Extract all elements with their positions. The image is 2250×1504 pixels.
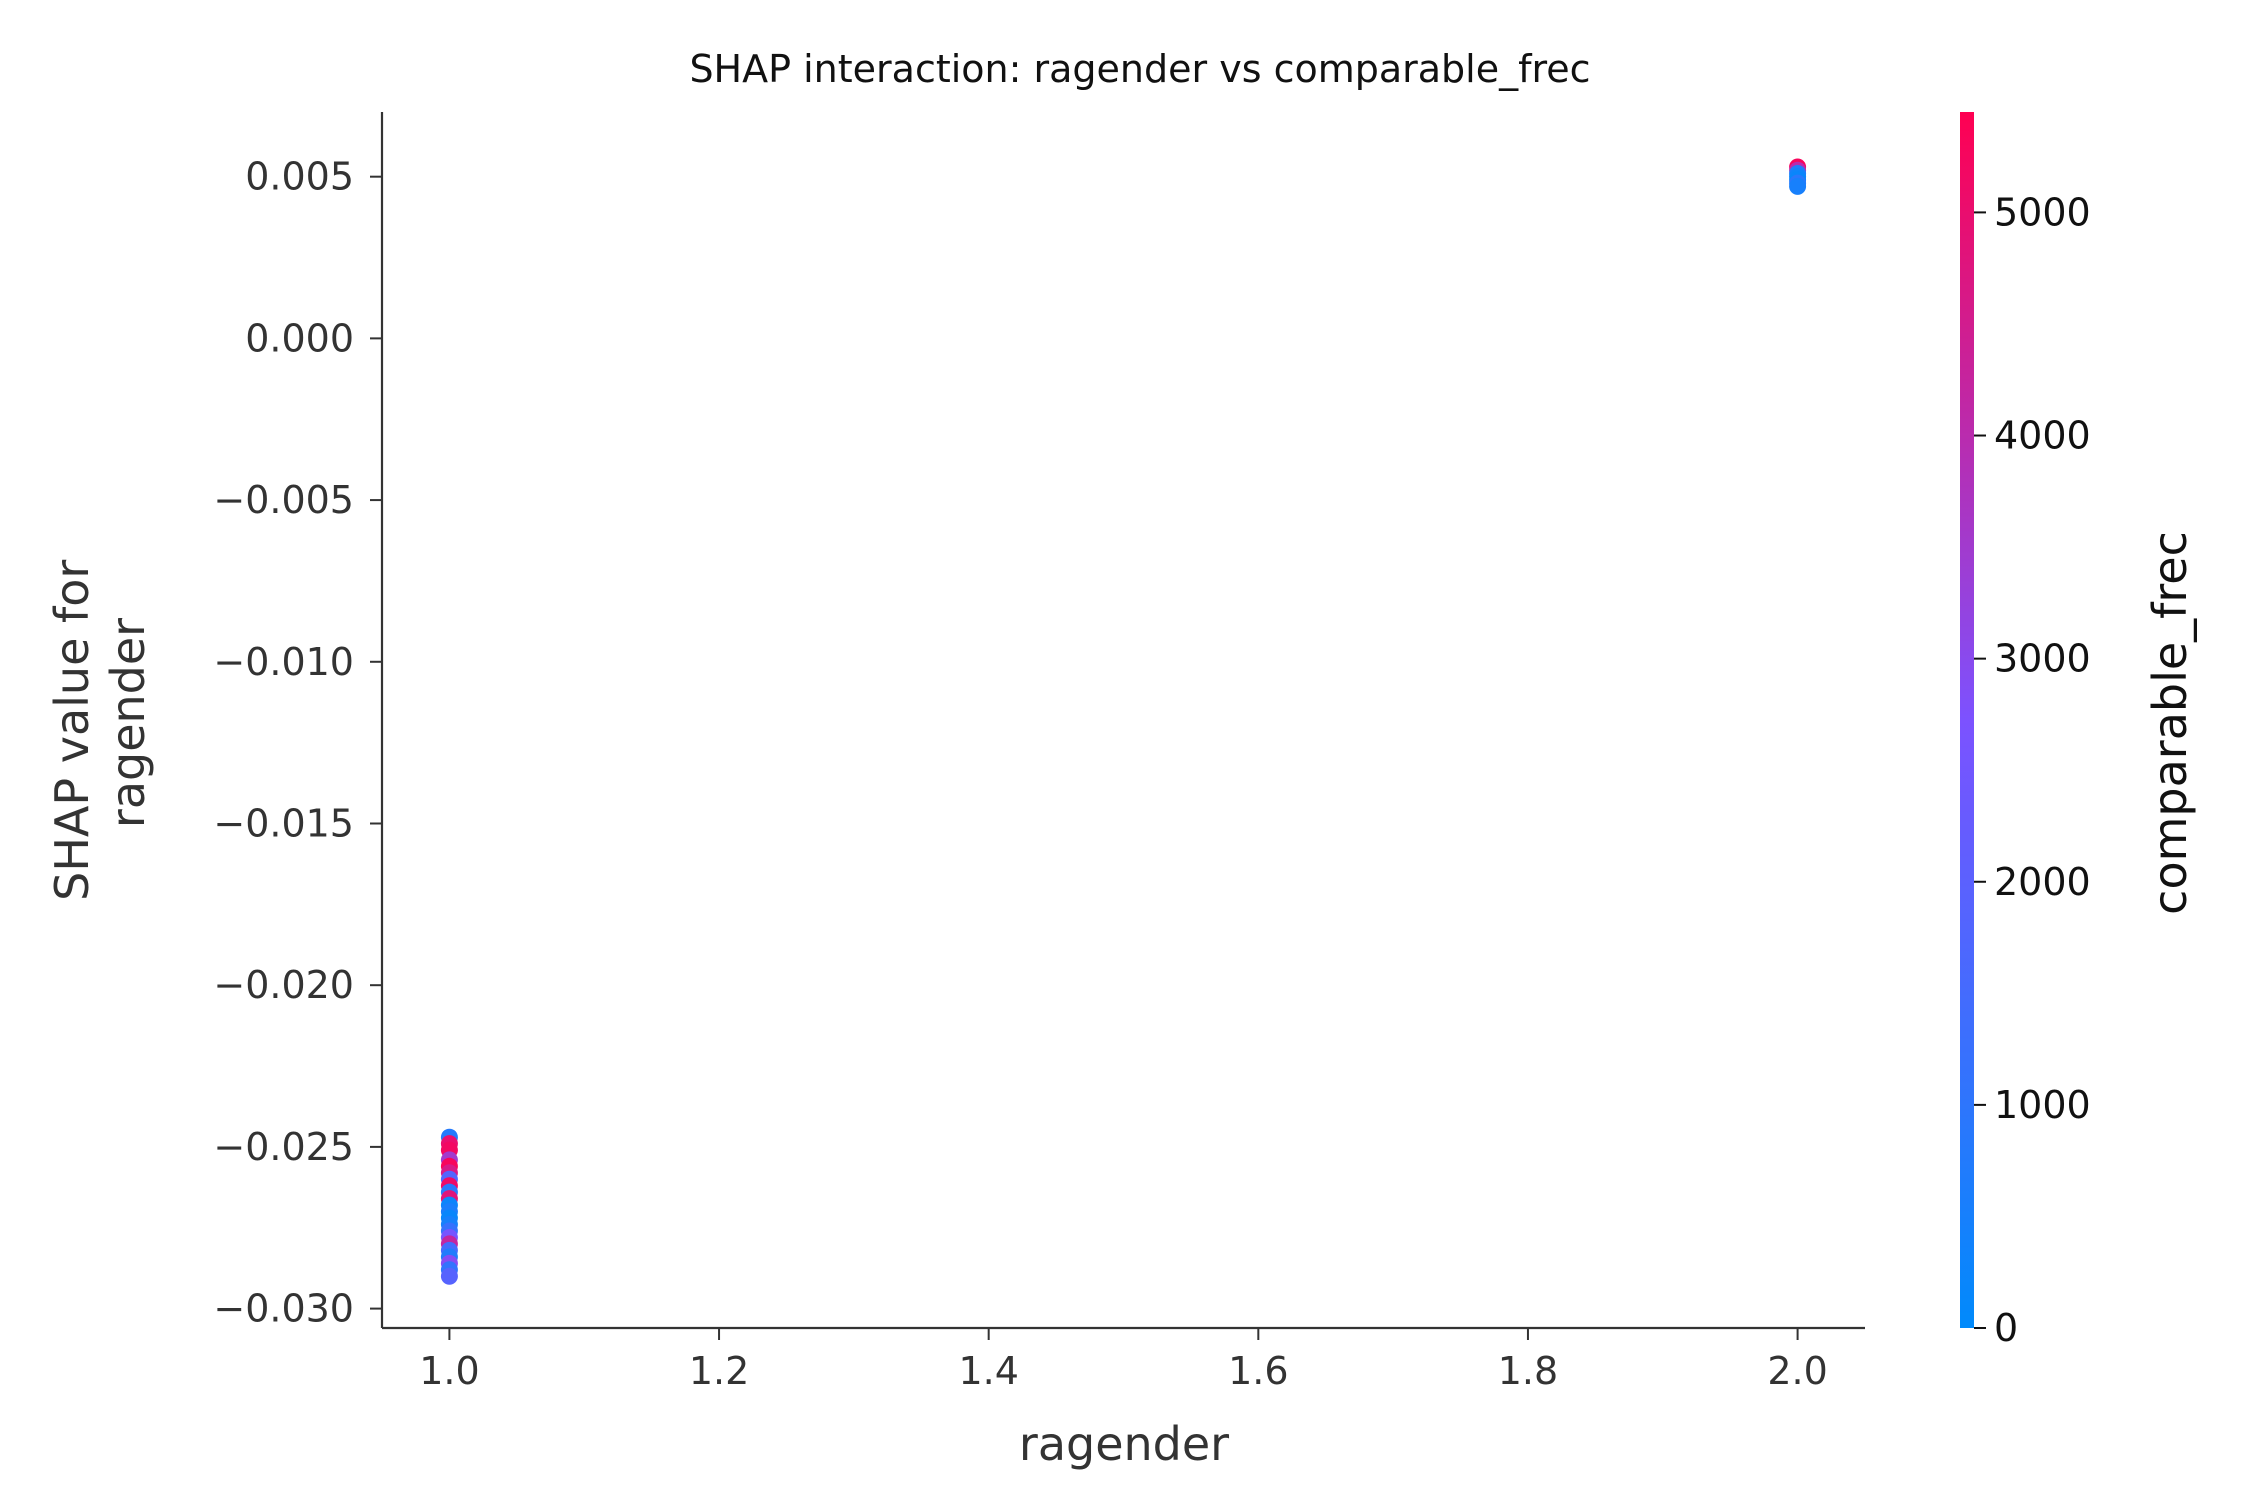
- y-tick-label: −0.015: [213, 801, 354, 845]
- x-axis-ticks: 1.0 1.2 1.4 1.6 1.8 2.0: [419, 1328, 1828, 1393]
- x-tick-label: 1.0: [419, 1349, 479, 1393]
- x-tick-label: 1.8: [1498, 1349, 1558, 1393]
- x-tick-label: 1.6: [1228, 1349, 1288, 1393]
- chart-title: SHAP interaction: ragender vs comparable…: [689, 47, 1590, 91]
- x-axis-label: ragender: [1019, 1417, 1229, 1471]
- colorbar: [1960, 112, 1974, 1328]
- y-tick-label: −0.025: [213, 1125, 354, 1169]
- colorbar-tick-label: 3000: [1994, 637, 2091, 681]
- colorbar-ticks: 0 1000 2000 3000 4000 5000: [1974, 190, 2091, 1350]
- x-tick-label: 1.4: [958, 1349, 1018, 1393]
- y-axis-label: SHAP value for ragender: [45, 545, 155, 901]
- colorbar-tick-label: 1000: [1994, 1083, 2091, 1127]
- y-axis-label-line-1: SHAP value for: [45, 560, 99, 901]
- colorbar-tick-label: 4000: [1994, 414, 2091, 458]
- scatter-point: [440, 1267, 458, 1285]
- colorbar-tick-label: 5000: [1994, 190, 2091, 234]
- colorbar-tick-label: 2000: [1994, 860, 2091, 904]
- y-tick-label: −0.005: [213, 478, 354, 522]
- colorbar-label: comparable_frec: [2143, 531, 2197, 915]
- y-axis-ticks: 0.005 0.000 −0.005 −0.010 −0.015 −0.020 −0.025…: [213, 155, 382, 1331]
- y-tick-label: 0.005: [245, 155, 354, 199]
- y-axis-label-line-2: ragender: [101, 618, 155, 828]
- x-tick-label: 1.2: [689, 1349, 749, 1393]
- y-tick-label: 0.000: [245, 316, 354, 360]
- scatter-points: [440, 158, 1807, 1285]
- x-tick-label: 2.0: [1767, 1349, 1827, 1393]
- colorbar-tick-label: 0: [1994, 1306, 2018, 1350]
- y-tick-label: −0.020: [213, 963, 354, 1007]
- y-tick-label: −0.030: [213, 1287, 354, 1331]
- scatter-point: [1789, 177, 1807, 195]
- y-tick-label: −0.010: [213, 640, 354, 684]
